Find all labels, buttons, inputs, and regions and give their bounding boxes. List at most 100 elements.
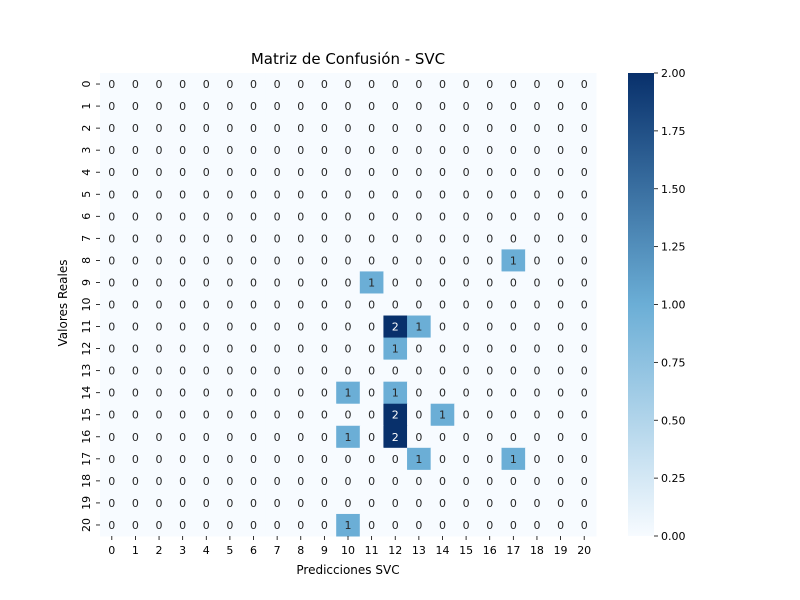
heatmap-cell: [123, 293, 148, 317]
cell-value-label: 0: [533, 188, 540, 201]
heatmap-cell: [123, 161, 148, 184]
heatmap-cell: [147, 513, 172, 537]
cell-value-label: 0: [533, 387, 540, 400]
x-tick-label: 14: [435, 544, 449, 557]
cell-value-label: 0: [274, 254, 281, 267]
heatmap-cell: [288, 469, 314, 493]
heatmap-cell: [430, 139, 455, 162]
heatmap-cell: [454, 447, 479, 471]
x-tick-label: 15: [459, 544, 473, 557]
heatmap-cell: [170, 447, 195, 471]
heatmap-cell: [572, 381, 597, 405]
heatmap-cell: [100, 293, 125, 317]
heatmap-cell: [454, 205, 479, 228]
cell-value-label: 0: [510, 276, 517, 289]
heatmap-cell: [359, 337, 384, 361]
cell-value-label: 0: [156, 453, 163, 466]
cell-value-label: 0: [108, 497, 115, 510]
heatmap-cell: [477, 469, 503, 493]
y-tick-label: 6: [80, 213, 93, 220]
heatmap-cell: [572, 205, 597, 228]
heatmap-cell: [194, 447, 219, 471]
heatmap-cell: [359, 73, 384, 96]
heatmap-cell: [147, 73, 172, 96]
cell-value-label: 0: [345, 453, 352, 466]
cell-value-label: 0: [510, 232, 517, 245]
cell-value-label: 0: [368, 431, 375, 444]
cell-value-label: 0: [132, 519, 139, 532]
heatmap-cell: [407, 95, 432, 118]
cell-value-label: 0: [321, 299, 328, 312]
heatmap-cell: [194, 249, 219, 272]
cell-value-label: 0: [321, 276, 328, 289]
cell-value-label: 0: [250, 519, 257, 532]
heatmap-cell: [123, 469, 148, 493]
heatmap-cell: [359, 117, 384, 140]
cell-value-label: 0: [486, 188, 493, 201]
cell-value-label: 0: [226, 78, 233, 91]
heatmap-cell: [383, 381, 408, 405]
heatmap-cell: [218, 205, 243, 228]
cell-value-label: 0: [321, 78, 328, 91]
heatmap-cell: [147, 293, 172, 317]
cell-value-label: 0: [108, 409, 115, 422]
cell-value-label: 0: [345, 254, 352, 267]
cell-value-label: 0: [439, 321, 446, 334]
heatmap-cell: [477, 315, 503, 339]
heatmap-cell: [288, 337, 314, 361]
cell-value-label: 0: [226, 122, 233, 135]
cell-value-label: 0: [179, 276, 186, 289]
heatmap-cell: [288, 161, 314, 184]
y-tick-label: 18: [80, 474, 93, 488]
x-tick-label: 13: [412, 544, 426, 557]
colorbar-tick-label: 0.75: [661, 356, 686, 369]
cell-value-label: 0: [439, 387, 446, 400]
cell-value-label: 0: [463, 210, 470, 223]
heatmap-cell: [336, 491, 361, 515]
heatmap-cell: [454, 359, 479, 383]
cell-value-label: 0: [486, 299, 493, 312]
cell-value-label: 0: [510, 387, 517, 400]
cell-value-label: 0: [203, 276, 210, 289]
cell-value-label: 0: [250, 254, 257, 267]
cell-value-label: 0: [415, 276, 422, 289]
cell-value-label: 0: [439, 78, 446, 91]
cell-value-label: 0: [415, 122, 422, 135]
cell-value-label: 0: [179, 232, 186, 245]
cell-value-label: 0: [250, 188, 257, 201]
heatmap-cell: [218, 183, 243, 206]
heatmap-cell: [312, 469, 337, 493]
cell-value-label: 0: [345, 343, 352, 356]
heatmap-cell: [501, 425, 526, 449]
heatmap-cell: [407, 337, 432, 361]
heatmap-cell: [265, 381, 290, 405]
cell-value-label: 0: [203, 210, 210, 223]
heatmap-cell: [288, 425, 314, 449]
cell-value-label: 1: [510, 453, 517, 466]
heatmap-cell: [312, 249, 337, 272]
heatmap-cell: [100, 117, 125, 140]
heatmap-cell: [218, 403, 243, 427]
cell-value-label: 0: [415, 343, 422, 356]
heatmap-cell: [218, 513, 243, 537]
cell-value-label: 0: [415, 387, 422, 400]
cell-value-label: 0: [203, 365, 210, 378]
cell-value-label: 0: [345, 188, 352, 201]
cell-value-label: 0: [581, 365, 588, 378]
heatmap-cell: [501, 227, 526, 250]
heatmap-cell: [548, 227, 573, 250]
heatmap-cell: [407, 183, 432, 206]
cell-value-label: 0: [510, 431, 517, 444]
heatmap-cell: [147, 425, 172, 449]
cell-value-label: 0: [439, 122, 446, 135]
cell-value-label: 0: [132, 188, 139, 201]
heatmap-cell: [407, 425, 432, 449]
heatmap-cell: [430, 425, 455, 449]
cell-value-label: 0: [392, 122, 399, 135]
cell-value-label: 0: [463, 144, 470, 157]
heatmap-cell: [407, 293, 432, 317]
cell-value-label: 0: [179, 409, 186, 422]
heatmap-cell: [312, 73, 337, 96]
heatmap-cell: [359, 513, 384, 537]
heatmap-cell: [288, 227, 314, 250]
